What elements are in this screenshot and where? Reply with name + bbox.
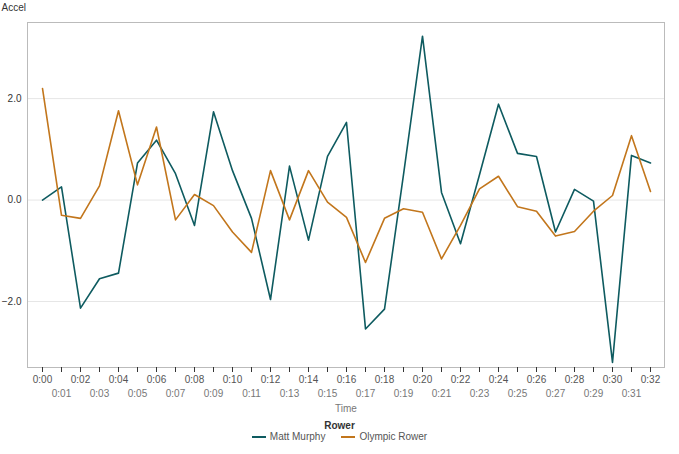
svg-text:0:01: 0:01 bbox=[52, 388, 72, 399]
svg-text:0:16: 0:16 bbox=[337, 374, 357, 385]
svg-text:0:14: 0:14 bbox=[299, 374, 319, 385]
svg-text:0:30: 0:30 bbox=[603, 374, 623, 385]
svg-text:0.0: 0.0 bbox=[8, 194, 22, 205]
svg-text:0:13: 0:13 bbox=[280, 388, 300, 399]
svg-text:Time: Time bbox=[335, 403, 357, 414]
svg-text:0:31: 0:31 bbox=[622, 388, 642, 399]
svg-text:2.0: 2.0 bbox=[8, 93, 22, 104]
html-text:Olympic Rower: Olympic Rower bbox=[359, 431, 428, 442]
svg-text:0:29: 0:29 bbox=[584, 388, 604, 399]
svg-text:0:11: 0:11 bbox=[242, 388, 261, 399]
svg-text:0:07: 0:07 bbox=[166, 388, 186, 399]
svg-text:0:27: 0:27 bbox=[546, 388, 566, 399]
svg-text:0:18: 0:18 bbox=[375, 374, 395, 385]
svg-text:0:24: 0:24 bbox=[489, 374, 509, 385]
svg-text:0:10: 0:10 bbox=[223, 374, 243, 385]
svg-text:0:12: 0:12 bbox=[261, 374, 281, 385]
svg-text:0:03: 0:03 bbox=[90, 388, 110, 399]
svg-text:Accel: Accel bbox=[2, 2, 26, 13]
svg-text:0:09: 0:09 bbox=[204, 388, 224, 399]
svg-text:0:20: 0:20 bbox=[413, 374, 433, 385]
svg-text:−2.0: −2.0 bbox=[2, 296, 22, 307]
svg-text:0:15: 0:15 bbox=[318, 388, 338, 399]
svg-text:0:22: 0:22 bbox=[451, 374, 471, 385]
svg-text:0:06: 0:06 bbox=[147, 374, 167, 385]
svg-text:0:28: 0:28 bbox=[565, 374, 585, 385]
svg-text:0:04: 0:04 bbox=[109, 374, 129, 385]
svg-text:0:05: 0:05 bbox=[128, 388, 148, 399]
svg-text:0:17: 0:17 bbox=[356, 388, 376, 399]
html-text:Matt Murphy: Matt Murphy bbox=[269, 431, 326, 442]
html-text:Rower: Rower bbox=[324, 420, 355, 431]
svg-text:0:23: 0:23 bbox=[470, 388, 490, 399]
svg-text:0:25: 0:25 bbox=[508, 388, 528, 399]
svg-text:0:32: 0:32 bbox=[641, 374, 661, 385]
svg-text:0:21: 0:21 bbox=[432, 388, 452, 399]
svg-text:0:00: 0:00 bbox=[33, 374, 53, 385]
svg-text:0:08: 0:08 bbox=[185, 374, 205, 385]
svg-text:0:26: 0:26 bbox=[527, 374, 547, 385]
svg-text:0:02: 0:02 bbox=[71, 374, 91, 385]
svg-text:0:19: 0:19 bbox=[394, 388, 414, 399]
